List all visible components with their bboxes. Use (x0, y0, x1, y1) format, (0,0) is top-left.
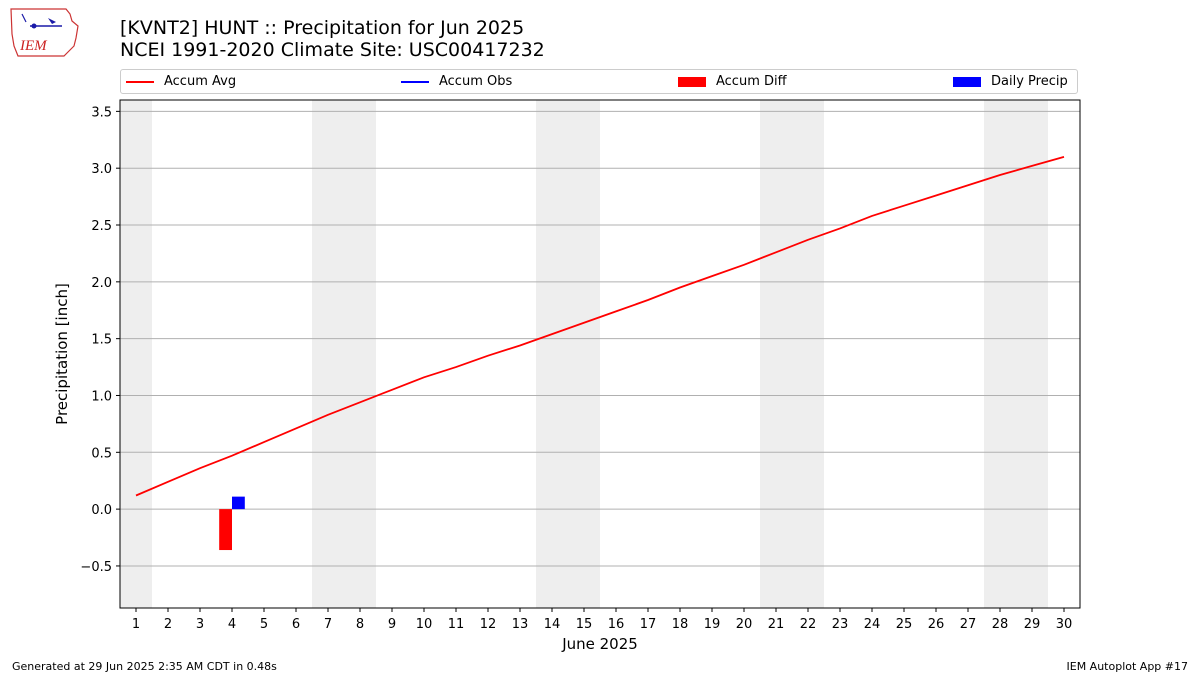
chart-title: [KVNT2] HUNT :: Precipitation for Jun 20… (120, 17, 525, 39)
x-tick-label: 10 (416, 617, 433, 632)
legend-item-daily-precip: Daily Precip (953, 74, 1068, 89)
app-note: IEM Autoplot App #17 (1066, 660, 1189, 673)
iowa-outline-shape (10, 8, 79, 57)
x-tick-label: 25 (896, 617, 913, 632)
x-tick-label: 6 (292, 617, 300, 632)
y-tick-label: 0.5 (91, 446, 112, 461)
x-tick-label: 17 (640, 617, 657, 632)
x-tick-label: 19 (704, 617, 721, 632)
x-tick-label: 21 (768, 617, 785, 632)
iem-logo: IEM (10, 8, 79, 57)
x-tick-label: 14 (544, 617, 561, 632)
x-tick-label: 26 (928, 617, 945, 632)
x-tick-label: 11 (448, 617, 465, 632)
legend-label: Accum Obs (439, 74, 513, 89)
bar-daily-precip (232, 496, 245, 510)
x-tick-label: 7 (324, 617, 332, 632)
x-tick-label: 5 (260, 617, 268, 632)
legend-swatch (678, 76, 706, 87)
weekend-band (536, 100, 600, 608)
logo-text: IEM (19, 38, 48, 54)
weekend-band (760, 100, 824, 608)
x-tick-label: 12 (480, 617, 497, 632)
x-tick-label: 13 (512, 617, 529, 632)
x-tick-label: 1 (132, 617, 140, 632)
y-tick-label: 1.5 (91, 333, 112, 348)
y-axis-label: Precipitation [inch] (53, 283, 71, 425)
x-tick-label: 2 (164, 617, 172, 632)
y-tick-label: 2.0 (91, 276, 112, 291)
chart-subtitle: NCEI 1991-2020 Climate Site: USC00417232 (120, 39, 545, 61)
legend-label: Accum Avg (164, 74, 237, 89)
legend-label: Accum Diff (716, 74, 787, 89)
x-tick-label: 9 (388, 617, 396, 632)
y-tick-label: 3.0 (91, 162, 112, 177)
legend-swatch (126, 80, 154, 83)
x-tick-label: 27 (960, 617, 977, 632)
legend-item-accum-obs: Accum Obs (401, 74, 512, 89)
y-tick-label: 3.5 (91, 105, 112, 120)
weekend-band (312, 100, 376, 608)
x-tick-label: 15 (576, 617, 593, 632)
legend-swatch (401, 80, 429, 83)
x-tick-label: 22 (800, 617, 817, 632)
legend-label: Daily Precip (991, 74, 1068, 89)
x-tick-label: 20 (736, 617, 753, 632)
x-tick-label: 4 (228, 617, 236, 632)
y-tick-label: −0.5 (80, 560, 112, 575)
x-tick-label: 16 (608, 617, 625, 632)
x-tick-label: 29 (1024, 617, 1041, 632)
weekend-band (120, 100, 152, 608)
x-tick-label: 30 (1056, 617, 1073, 632)
legend-item-accum-diff: Accum Diff (678, 74, 787, 89)
x-tick-label: 24 (864, 617, 881, 632)
legend: Accum Avg Accum Obs Accum Diff Daily Pre… (120, 69, 1078, 94)
generated-note: Generated at 29 Jun 2025 2:35 AM CDT in … (12, 660, 277, 673)
x-tick-label: 18 (672, 617, 689, 632)
x-tick-label: 8 (356, 617, 364, 632)
x-tick-label: 28 (992, 617, 1009, 632)
x-axis-label: June 2025 (561, 635, 638, 653)
plot-frame (119, 99, 1081, 609)
y-tick-label: 1.0 (91, 389, 112, 404)
legend-swatch (953, 76, 981, 87)
y-tick-label: 0.0 (91, 503, 112, 518)
legend-item-accum-avg: Accum Avg (126, 74, 236, 89)
weekend-band (984, 100, 1048, 608)
x-tick-label: 3 (196, 617, 204, 632)
bar-accum-diff (219, 509, 232, 551)
x-tick-label: 23 (832, 617, 849, 632)
y-tick-label: 2.5 (91, 219, 112, 234)
series-line-accum-avg (135, 155, 1065, 497)
